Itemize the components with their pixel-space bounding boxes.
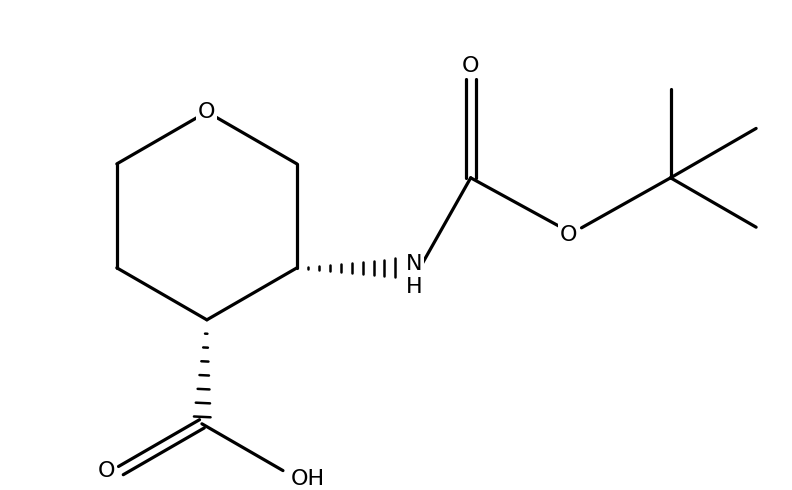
Text: O: O — [462, 56, 479, 76]
Text: O: O — [560, 225, 577, 245]
Text: O: O — [198, 102, 215, 122]
Text: O: O — [97, 461, 115, 481]
Text: N
H: N H — [406, 254, 422, 297]
Text: OH: OH — [291, 468, 325, 489]
